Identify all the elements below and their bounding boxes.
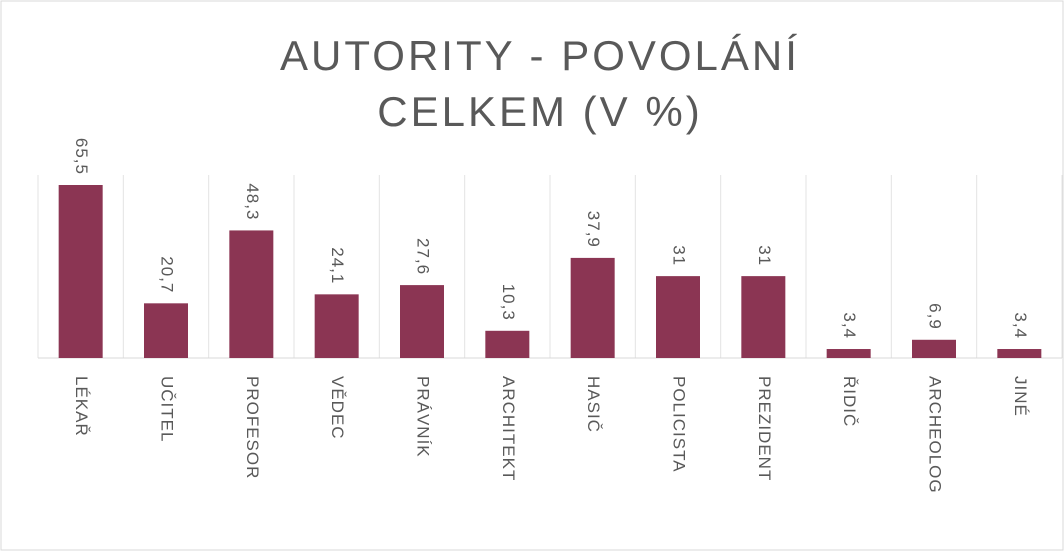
bar bbox=[912, 339, 956, 358]
x-tick-label: HASIČ bbox=[584, 376, 603, 433]
data-label: 10,3 bbox=[499, 284, 518, 321]
chart-title: AUTORITY - POVOLÁNÍ CELKEM (V %) bbox=[280, 32, 800, 135]
data-label: 3,4 bbox=[840, 312, 859, 339]
bar bbox=[144, 303, 188, 358]
data-label: 37,9 bbox=[584, 211, 603, 248]
x-tick-label: PROFESOR bbox=[243, 376, 262, 479]
bar bbox=[656, 276, 700, 358]
data-label: 6,9 bbox=[926, 303, 945, 330]
bar bbox=[229, 230, 274, 358]
bar bbox=[997, 349, 1042, 358]
bar bbox=[400, 285, 444, 358]
x-tick-label: PRÁVNÍK bbox=[414, 376, 433, 458]
data-label: 20,7 bbox=[158, 256, 177, 293]
data-label: 27,6 bbox=[414, 238, 433, 275]
data-label: 31 bbox=[755, 245, 774, 266]
x-tick-label: LÉKAŘ bbox=[72, 376, 91, 437]
data-label: 48,3 bbox=[243, 183, 262, 220]
x-tick-label: ŘIDIČ bbox=[840, 376, 859, 427]
bar bbox=[826, 349, 871, 358]
bar bbox=[485, 330, 530, 358]
x-tick-label: UČITEL bbox=[158, 376, 177, 442]
data-label: 3,4 bbox=[1011, 312, 1030, 339]
bar bbox=[570, 257, 615, 358]
bar bbox=[58, 185, 103, 358]
bar bbox=[314, 294, 359, 358]
x-tick-label: VĚDEC bbox=[328, 376, 347, 440]
x-tick-label: ARCHITEKT bbox=[499, 376, 518, 481]
x-tick-label: PREZIDENT bbox=[755, 376, 774, 481]
data-label: 31 bbox=[670, 245, 689, 266]
data-label: 24,1 bbox=[328, 247, 347, 284]
x-tick-label: JINÉ bbox=[1011, 376, 1030, 417]
data-label: 65,5 bbox=[72, 138, 91, 175]
x-tick-label: ARCHEOLOG bbox=[926, 376, 945, 494]
x-tick-label: POLICISTA bbox=[670, 376, 689, 473]
bar bbox=[741, 276, 786, 358]
